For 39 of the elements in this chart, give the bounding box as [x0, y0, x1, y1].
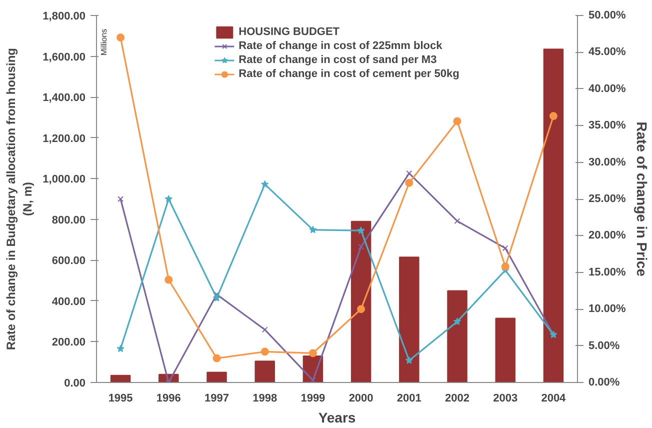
y-axis-title: Rate of change in Budgetary allocation from housing (N, m): [4, 48, 35, 350]
legend-label: Rate of change in cost of cement per 50kg: [238, 67, 460, 81]
y-tick-label: 200.00: [52, 336, 86, 349]
y2-tick-label: 10.00%: [588, 303, 626, 316]
x-tick-label: 1997: [204, 392, 229, 404]
y-tick-label: 1,600.00: [42, 51, 86, 64]
y2-tick-label: 30.00%: [588, 156, 626, 168]
legend-label: Rate of change in cost of 225mm block: [238, 39, 442, 53]
x-tick-label: 1999: [300, 392, 326, 404]
x-tick-label: 2001: [396, 392, 422, 404]
x-tick-label: 1998: [252, 392, 278, 404]
y2-tick-label: 0.00%: [588, 376, 620, 388]
x-tick-label: 2004: [541, 392, 567, 404]
y-tick-label: 1,800.00: [42, 10, 86, 22]
y2-tick-label: 25.00%: [588, 193, 626, 205]
y-tick-label: 600.00: [52, 255, 86, 268]
annotation: Millions: [100, 28, 108, 56]
y-tick-label: 800.00: [52, 214, 86, 226]
y-tick-label: 1,200.00: [42, 132, 86, 145]
y-tick-label: 1,400.00: [42, 92, 86, 104]
legend-label: Rate of change in cost of sand per M3: [238, 53, 437, 67]
y2-axis-title: Rate of change in Price: [634, 122, 650, 277]
y2-tick-label: 45.00%: [588, 46, 626, 58]
y-tick-label: 1,000.00: [42, 174, 86, 186]
x-tick-label: 2002: [445, 392, 470, 404]
x-tick-label: 2003: [493, 392, 518, 404]
y2-tick-label: 5.00%: [588, 340, 620, 352]
y2-tick-label: 15.00%: [588, 266, 626, 278]
y-tick-label: 400.00: [52, 296, 86, 308]
x-tick-label: 2000: [348, 392, 374, 404]
legend-label: HOUSING BUDGET: [238, 25, 340, 39]
y2-tick-label: 35.00%: [588, 120, 626, 132]
x-axis-title: Years: [318, 410, 356, 426]
y2-tick-label: 20.00%: [588, 230, 626, 242]
y2-tick-label: 50.00%: [588, 10, 626, 22]
x-tick-label: 1996: [156, 392, 181, 404]
y2-tick-label: 40.00%: [588, 82, 626, 95]
y-tick-label: 0.00: [64, 378, 86, 390]
x-tick-label: 1995: [108, 392, 133, 404]
